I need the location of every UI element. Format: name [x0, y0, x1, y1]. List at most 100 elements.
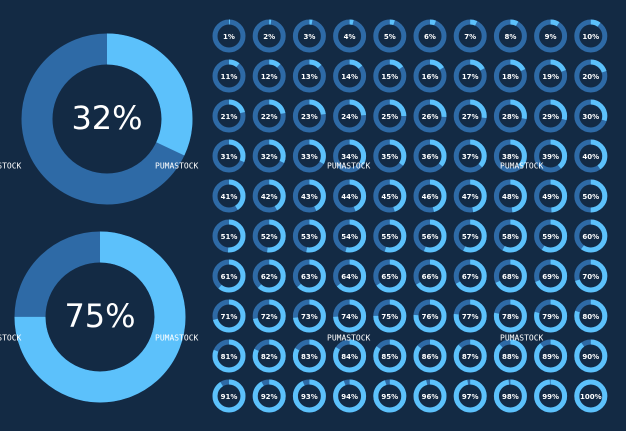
ring-progress — [14, 231, 186, 403]
ring-progress — [413, 179, 447, 213]
ring-label: 11% — [221, 73, 238, 81]
ring-label: 57% — [462, 233, 479, 241]
ring-label: 90% — [582, 353, 599, 361]
ring-progress — [252, 339, 286, 373]
ring-progress — [292, 179, 326, 213]
ring-progress — [212, 59, 246, 93]
ring-label: 65% — [381, 273, 398, 281]
ring-label: 6% — [424, 33, 436, 41]
ring-progress — [574, 219, 608, 253]
ring-progress — [333, 259, 367, 293]
ring-progress — [453, 179, 487, 213]
ring-progress — [574, 139, 608, 173]
ring-label: 66% — [422, 273, 439, 281]
ring-label: 52% — [261, 233, 278, 241]
ring-label: 31% — [221, 153, 238, 161]
ring-label: 2% — [263, 33, 275, 41]
ring-progress — [292, 299, 326, 333]
ring-progress — [493, 339, 527, 373]
ring-progress — [252, 99, 286, 133]
ring-label: 76% — [422, 313, 439, 321]
ring-label: 25% — [381, 113, 398, 121]
ring-label: 34% — [341, 153, 358, 161]
ring-label: 61% — [221, 273, 238, 281]
ring-progress — [292, 339, 326, 373]
ring-label: 23% — [301, 113, 318, 121]
ring-progress — [373, 259, 407, 293]
ring-label: 71% — [221, 313, 238, 321]
ring-progress — [373, 339, 407, 373]
ring-progress — [333, 219, 367, 253]
ring-label: 56% — [422, 233, 439, 241]
ring-progress — [413, 299, 447, 333]
ring-label: 67% — [462, 273, 479, 281]
ring-progress — [574, 99, 608, 133]
ring-label: 39% — [542, 153, 559, 161]
ring-label: 75% — [64, 297, 135, 335]
ring-progress — [292, 219, 326, 253]
ring-progress — [252, 139, 286, 173]
ring-progress — [292, 59, 326, 93]
ring-progress — [534, 99, 568, 133]
ring-progress — [453, 59, 487, 93]
ring-label: 77% — [462, 313, 479, 321]
ring-label: 19% — [542, 73, 559, 81]
ring-progress — [413, 19, 447, 53]
ring-label: 82% — [261, 353, 278, 361]
ring-progress — [534, 219, 568, 253]
ring-label: 14% — [341, 73, 358, 81]
ring-label: 74% — [341, 313, 358, 321]
ring-label: 45% — [381, 193, 398, 201]
ring-label: 80% — [582, 313, 599, 321]
ring-label: 78% — [502, 313, 519, 321]
ring-progress — [292, 99, 326, 133]
ring-label: 3% — [303, 33, 315, 41]
ring-progress — [413, 339, 447, 373]
ring-label: 35% — [381, 153, 398, 161]
ring-label: 62% — [261, 273, 278, 281]
ring-label: 48% — [502, 193, 519, 201]
ring-label: 81% — [221, 353, 238, 361]
ring-label: 32% — [71, 99, 142, 137]
ring-progress — [252, 379, 286, 413]
ring-progress — [373, 179, 407, 213]
ring-progress — [574, 259, 608, 293]
ring-label: 97% — [462, 393, 479, 401]
ring-label: 8% — [504, 33, 516, 41]
watermark: PUMASTOCK — [327, 334, 371, 343]
ring-progress — [574, 299, 608, 333]
ring-label: 60% — [582, 233, 599, 241]
ring-label: 9% — [545, 33, 557, 41]
ring-progress — [574, 59, 608, 93]
ring-label: 46% — [422, 193, 439, 201]
ring-progress — [534, 139, 568, 173]
ring-label: 18% — [502, 73, 519, 81]
ring-label: 24% — [341, 113, 358, 121]
ring-label: 44% — [341, 193, 358, 201]
ring-label: 99% — [542, 393, 559, 401]
ring-progress — [493, 179, 527, 213]
ring-progress — [252, 219, 286, 253]
ring-progress — [333, 379, 367, 413]
ring-progress — [292, 379, 326, 413]
ring-label: 40% — [582, 153, 599, 161]
ring-progress — [373, 19, 407, 53]
ring-label: 84% — [341, 353, 358, 361]
ring-progress — [453, 219, 487, 253]
watermark: PUMASTOCK — [327, 162, 371, 171]
watermark: PUMASTOCK — [500, 334, 544, 343]
ring-progress — [574, 339, 608, 373]
ring-label: 29% — [542, 113, 559, 121]
ring-label: 33% — [301, 153, 318, 161]
ring-label: 15% — [381, 73, 398, 81]
ring-label: 51% — [221, 233, 238, 241]
ring-progress — [212, 259, 246, 293]
ring-progress — [413, 99, 447, 133]
ring-progress — [252, 59, 286, 93]
ring-progress — [453, 299, 487, 333]
ring-label: 38% — [502, 153, 519, 161]
ring-progress — [534, 59, 568, 93]
ring-label: 64% — [341, 273, 358, 281]
ring-progress — [413, 259, 447, 293]
